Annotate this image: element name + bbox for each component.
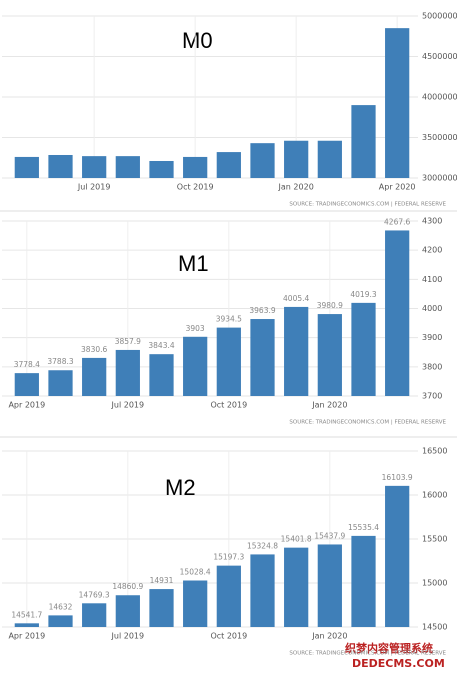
x-tick-label: Apr 2020 (379, 183, 416, 192)
bar (317, 314, 342, 396)
bar (183, 580, 208, 627)
y-tick-label: 4200 (422, 246, 442, 255)
bar (48, 370, 73, 396)
bar (115, 595, 140, 627)
value-label: 14931 (150, 576, 174, 585)
x-tick-label: Jan 2020 (311, 632, 347, 641)
bar (216, 565, 241, 627)
value-label: 15401.8 (281, 535, 312, 544)
y-tick-label: 3000000 (422, 174, 457, 183)
value-label: 4019.3 (350, 290, 376, 299)
value-label: 3903 (186, 324, 205, 333)
bar (183, 336, 208, 396)
bar (351, 302, 376, 396)
y-tick-label: 4100 (422, 275, 442, 284)
value-label: 3843.4 (148, 341, 174, 350)
value-label: 14541.7 (11, 610, 42, 619)
bar (149, 589, 174, 627)
bar (149, 354, 174, 396)
x-tick-label: Oct 2019 (210, 401, 247, 410)
y-tick-label: 4000 (422, 304, 442, 313)
chart-title: M1 (178, 251, 209, 276)
y-tick-label: 15500 (422, 535, 447, 544)
y-tick-label: 4500000 (422, 52, 457, 61)
bar (351, 535, 376, 627)
x-tick-label: Oct 2019 (210, 632, 247, 641)
x-tick-label: Jul 2019 (77, 183, 111, 192)
value-label: 16103.9 (382, 473, 413, 482)
bar (149, 160, 174, 178)
value-label: 4267.6 (384, 217, 410, 226)
y-tick-label: 4000000 (422, 93, 457, 102)
bar (284, 306, 309, 396)
y-tick-label: 3800 (422, 362, 442, 371)
value-label: 3778.4 (14, 360, 40, 369)
value-label: 4005.4 (283, 294, 309, 303)
bar (82, 603, 107, 627)
bar (385, 485, 410, 627)
x-tick-label: Jan 2020 (278, 183, 314, 192)
value-label: 3980.9 (317, 301, 343, 310)
y-tick-label: 5000000 (422, 12, 457, 21)
bar (82, 357, 107, 396)
x-tick-label: Jul 2019 (111, 401, 145, 410)
x-tick-label: Jul 2019 (111, 632, 145, 641)
bar (351, 105, 376, 178)
value-label: 14769.3 (79, 590, 110, 599)
bar (216, 327, 241, 396)
bar (317, 544, 342, 627)
chart-title: M2 (165, 475, 196, 500)
source: SOURCE: TRADINGECONOMICS.COM | FEDERAL R… (289, 202, 446, 208)
bar (48, 615, 73, 627)
y-tick-label: 14500 (422, 623, 447, 632)
bar (82, 156, 107, 178)
bar (284, 547, 309, 627)
x-tick-label: Oct 2019 (177, 183, 214, 192)
bar (284, 140, 309, 178)
chart-title: M0 (182, 28, 213, 53)
bar (14, 623, 39, 627)
bar (250, 319, 275, 396)
bar (317, 140, 342, 178)
y-tick-label: 15000 (422, 579, 447, 588)
bar (14, 373, 39, 396)
y-tick-label: 4300 (422, 217, 442, 226)
value-label: 14632 (49, 602, 73, 611)
watermark: 织梦内容管理系统 (345, 641, 433, 655)
bar (115, 156, 140, 178)
value-label: 15197.3 (213, 553, 244, 562)
value-label: 3788.3 (47, 357, 73, 366)
bar (385, 230, 410, 396)
value-label: 15437.9 (314, 531, 345, 540)
x-tick-label: Jan 2020 (311, 401, 347, 410)
bar (385, 28, 410, 179)
x-tick-label: Apr 2019 (8, 632, 45, 641)
value-label: 15535.4 (348, 523, 379, 532)
bar (216, 152, 241, 178)
value-label: 3830.6 (81, 345, 107, 354)
x-tick-label: Apr 2019 (8, 401, 45, 410)
value-label: 3857.9 (115, 337, 141, 346)
y-tick-label: 3900 (422, 333, 442, 342)
value-label: 15028.4 (180, 568, 211, 577)
y-tick-label: 3500000 (422, 133, 457, 142)
bar (250, 143, 275, 178)
value-label: 15324.8 (247, 541, 278, 550)
y-tick-label: 3700 (422, 392, 442, 401)
value-label: 3934.5 (216, 315, 242, 324)
watermark: DEDECMS.COM (352, 657, 445, 670)
y-tick-label: 16500 (422, 447, 447, 456)
bar (48, 154, 73, 178)
bar (250, 554, 275, 627)
value-label: 3963.9 (249, 306, 275, 315)
source: SOURCE: TRADINGECONOMICS.COM | FEDERAL R… (289, 651, 446, 657)
bar (115, 349, 140, 396)
bar (14, 156, 39, 178)
source: SOURCE: TRADINGECONOMICS.COM | FEDERAL R… (289, 420, 446, 426)
value-label: 14860.9 (112, 582, 143, 591)
y-tick-label: 16000 (422, 491, 447, 500)
bar (183, 156, 208, 178)
